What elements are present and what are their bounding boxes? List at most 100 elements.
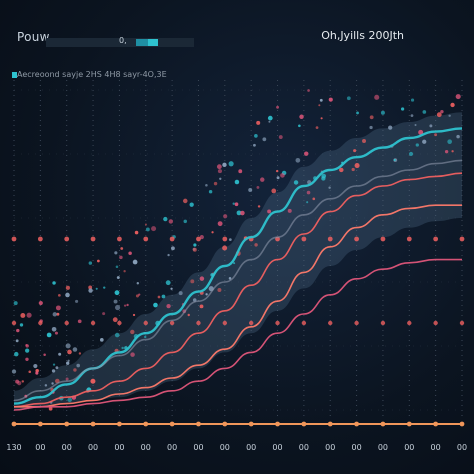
scatter-point: [354, 162, 360, 169]
scatter-point: [17, 381, 22, 386]
scatter-point: [67, 349, 72, 355]
marker-point: [275, 320, 280, 326]
scatter-point: [55, 305, 61, 311]
scatter-point: [216, 164, 222, 170]
marker-point: [433, 320, 438, 326]
scatter-point: [126, 303, 129, 307]
scatter-point: [374, 94, 380, 100]
scatter-point: [306, 201, 309, 204]
marker-point: [354, 320, 359, 326]
scatter-point: [418, 129, 424, 135]
scatter-point: [51, 382, 54, 385]
marker-point: [143, 320, 148, 326]
scatter-point: [67, 397, 72, 403]
scatter-point: [271, 188, 277, 194]
marker-point: [380, 236, 386, 242]
x-tick-label: 00: [457, 443, 467, 452]
baseline-point: [90, 421, 96, 427]
scatter-point: [168, 219, 174, 224]
scatter-point: [102, 312, 106, 316]
scatter-point: [116, 276, 120, 280]
scatter-point: [46, 332, 52, 338]
scatter-point: [280, 173, 285, 178]
x-tick-label: 00: [141, 443, 151, 452]
scatter-point: [199, 304, 204, 309]
scatter-point: [65, 343, 71, 349]
x-axis-ticks: 130 00 00 00 00 00 00 00 00 00 00 00 00 00 00 00 00 00: [6, 443, 467, 452]
scatter-point: [444, 150, 449, 154]
scatter-point: [205, 293, 208, 296]
series-line: [13, 258, 462, 411]
marker-point: [248, 320, 254, 326]
x-tick-label: 00: [431, 443, 441, 452]
scatter-point: [436, 112, 442, 118]
scatter-point: [275, 169, 279, 173]
baseline-point: [117, 421, 122, 427]
header-progress-fill-light: [148, 39, 158, 46]
scatter-point: [144, 335, 147, 339]
scatter-point: [72, 347, 78, 352]
baseline-point: [222, 421, 228, 427]
scatter-point: [205, 183, 208, 187]
scatter-point: [121, 346, 124, 350]
scatter-point: [298, 124, 301, 128]
baseline-point: [275, 421, 280, 427]
scatter-point: [293, 180, 299, 185]
scatter-point: [38, 300, 43, 306]
scatter-point: [415, 143, 419, 147]
scatter-point: [187, 313, 190, 317]
scatter-point: [163, 216, 168, 222]
baseline-point: [11, 421, 17, 427]
header-progress-track: [46, 38, 194, 47]
marker-point: [301, 320, 307, 326]
scatter-point: [120, 247, 124, 250]
scatter-point: [54, 331, 58, 335]
scatter-point: [268, 120, 271, 123]
scatter-point: [52, 281, 56, 285]
scatter-point: [254, 134, 258, 138]
header-progress-fill-dark: [136, 39, 148, 46]
scatter-point: [228, 277, 232, 280]
scatter-point: [257, 205, 261, 208]
marker-point: [222, 320, 228, 326]
scatter-point: [312, 197, 316, 201]
scatter-point: [178, 291, 183, 296]
scatter-point: [276, 176, 280, 180]
scatter-point: [167, 253, 170, 257]
x-tick-label: 00: [299, 443, 309, 452]
baseline-point: [433, 421, 439, 427]
baseline-point: [301, 421, 307, 427]
scatter-point: [351, 167, 355, 172]
scatter-point: [153, 302, 158, 308]
scatter-point: [114, 332, 120, 338]
marker-point: [459, 236, 465, 242]
scatter-point: [369, 125, 373, 130]
scatter-point: [16, 328, 20, 333]
marker-point: [354, 236, 359, 242]
scatter-point: [166, 303, 171, 309]
scatter-point: [238, 169, 243, 174]
scatter-point: [58, 352, 62, 356]
marker-point: [90, 320, 96, 326]
scatter-point: [328, 97, 333, 102]
scatter-point: [48, 406, 53, 411]
marker-point: [90, 236, 96, 242]
scatter-point: [410, 98, 415, 102]
scatter-point: [267, 209, 272, 214]
scatter-point: [43, 353, 46, 356]
scatter-point: [130, 352, 135, 357]
series-lines: [13, 127, 463, 411]
scatter-point: [456, 134, 460, 139]
x-tick-label: 00: [88, 443, 98, 452]
marker-point: [301, 236, 307, 242]
x-tick-label: 00: [325, 443, 335, 452]
scatter-point: [132, 313, 136, 317]
scatter-point: [77, 319, 82, 324]
scatter-point: [232, 202, 235, 205]
scatter-point: [299, 114, 304, 120]
scatter-point: [193, 243, 197, 247]
scatter-point: [410, 114, 414, 118]
scatter-point: [234, 202, 239, 207]
scatter-point: [306, 190, 311, 195]
baseline: [11, 421, 465, 427]
